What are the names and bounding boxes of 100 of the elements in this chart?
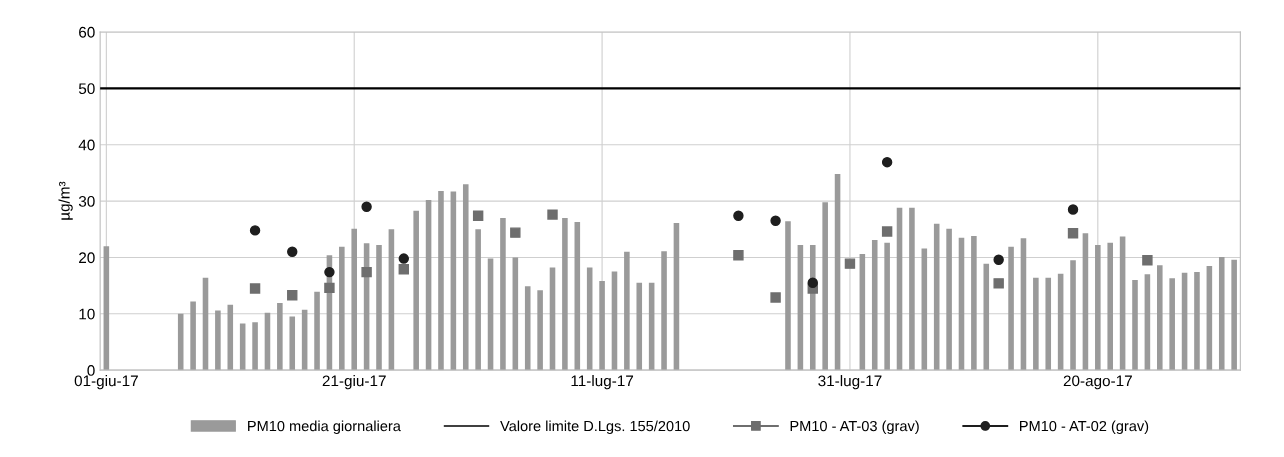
bar xyxy=(673,223,680,371)
point xyxy=(770,292,781,303)
bar xyxy=(661,251,667,371)
point xyxy=(1142,255,1153,266)
bar xyxy=(1045,277,1052,371)
bar xyxy=(1231,259,1237,371)
bar xyxy=(1020,238,1027,371)
y-tick-label: 20 xyxy=(79,252,95,264)
bar xyxy=(339,246,345,371)
bar xyxy=(475,229,481,371)
point xyxy=(287,289,298,301)
bar xyxy=(1070,260,1076,371)
bar xyxy=(896,207,903,371)
point xyxy=(733,249,744,261)
x-tick-label: 21-giu-17 xyxy=(322,375,386,390)
point xyxy=(287,246,298,258)
point xyxy=(1067,227,1079,239)
bar xyxy=(1169,278,1175,371)
bar xyxy=(314,291,320,371)
bar xyxy=(524,286,531,371)
bar xyxy=(562,217,568,371)
bar xyxy=(859,254,866,371)
bar xyxy=(1144,274,1151,371)
bar xyxy=(277,303,283,371)
bar xyxy=(871,239,878,371)
bar xyxy=(636,282,643,371)
bar xyxy=(500,217,506,371)
bar xyxy=(1095,245,1101,371)
legend-label: PM10 media giornaliera xyxy=(248,420,401,435)
x-tick-label: 31-lug-17 xyxy=(818,375,882,390)
point xyxy=(881,156,893,168)
point xyxy=(733,210,744,221)
bar xyxy=(909,207,915,371)
point xyxy=(249,225,261,236)
bar xyxy=(983,263,990,371)
y-tick-label: 30 xyxy=(78,195,95,207)
point xyxy=(361,266,372,278)
bar xyxy=(215,310,221,371)
bar xyxy=(1033,277,1039,371)
bar xyxy=(190,301,196,371)
point xyxy=(472,210,484,221)
bar xyxy=(822,202,828,371)
bar xyxy=(227,304,234,371)
point xyxy=(844,258,856,269)
bar xyxy=(252,322,258,371)
bar xyxy=(537,290,543,371)
bar xyxy=(289,316,296,371)
x-tick-label: 20-ago-17 xyxy=(1063,375,1132,390)
bar xyxy=(797,245,804,371)
bar xyxy=(946,228,952,371)
point xyxy=(249,283,261,294)
y-tick-label: 10 xyxy=(79,308,95,320)
bar xyxy=(1157,265,1163,371)
bar xyxy=(1194,272,1200,371)
point xyxy=(398,264,409,275)
point xyxy=(807,277,818,289)
bar xyxy=(450,191,457,371)
bar xyxy=(103,246,110,371)
bar xyxy=(462,184,469,371)
legend-label: PM10 - AT-03 (grav) xyxy=(790,420,919,435)
bar xyxy=(971,236,977,371)
legend-label: PM10 - AT-02 (grav) xyxy=(1020,420,1149,435)
bar xyxy=(388,229,395,371)
point xyxy=(1067,204,1079,215)
bar xyxy=(413,210,419,371)
point xyxy=(361,201,372,212)
point xyxy=(398,253,409,264)
bar xyxy=(1008,246,1014,371)
bar xyxy=(1218,256,1225,371)
bar xyxy=(425,199,432,371)
point xyxy=(881,226,893,237)
bar xyxy=(624,251,630,371)
bar xyxy=(239,323,246,371)
x-tick-label: 11-lug-17 xyxy=(571,375,634,390)
y-tick-label: 60 xyxy=(79,26,95,38)
point xyxy=(324,266,335,278)
bar xyxy=(512,257,519,371)
y-tick-label: 0 xyxy=(87,365,95,376)
bar xyxy=(351,228,358,371)
bar xyxy=(1107,242,1113,371)
point xyxy=(324,282,335,294)
y-tick-label: 50 xyxy=(78,83,95,95)
y-tick-label: 40 xyxy=(78,139,95,151)
bar xyxy=(834,174,841,371)
point xyxy=(993,254,1004,265)
point xyxy=(993,278,1004,289)
y-axis-title: µg/m³ xyxy=(58,181,73,220)
legend-label: Valore limite D.Lgs. 155/2010 xyxy=(500,420,690,435)
point xyxy=(547,209,558,220)
bar xyxy=(785,221,791,371)
bar xyxy=(1082,233,1089,371)
bar xyxy=(438,190,444,371)
bar xyxy=(921,248,928,371)
x-tick-label: 01-giu-17 xyxy=(74,375,138,390)
bar xyxy=(1132,279,1138,371)
bar xyxy=(376,245,382,371)
bar xyxy=(599,281,605,371)
bar xyxy=(884,242,890,371)
point xyxy=(770,215,781,227)
point xyxy=(510,227,521,238)
